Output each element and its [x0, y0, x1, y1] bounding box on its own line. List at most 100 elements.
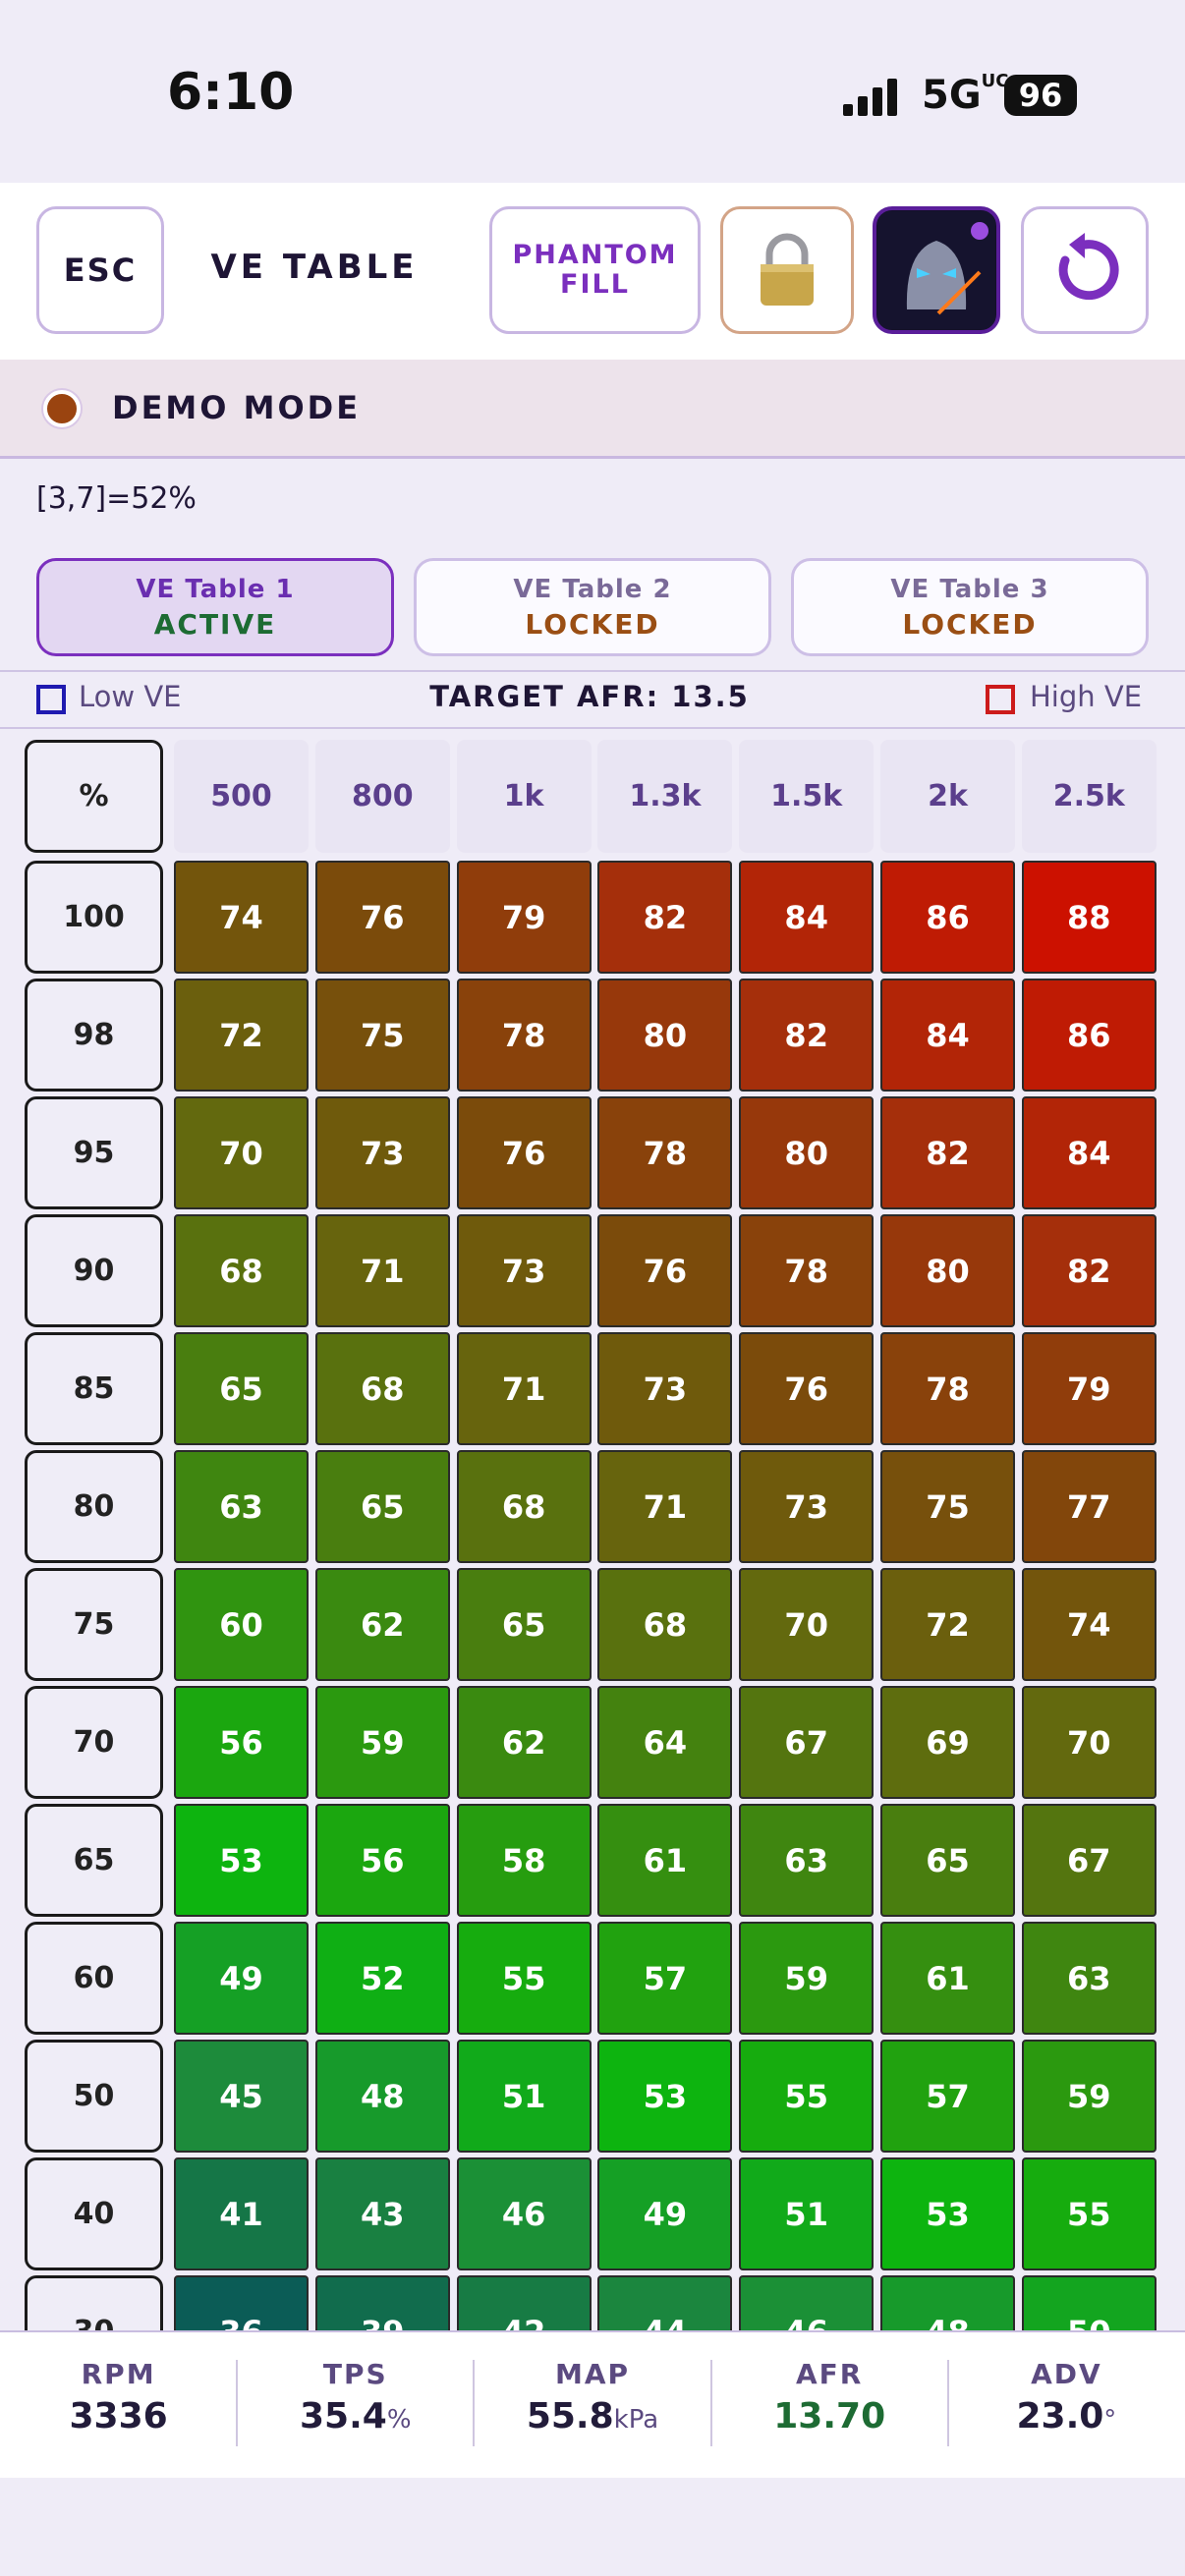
ve-cell[interactable]: 59	[739, 1922, 875, 2035]
ve-cell[interactable]: 82	[597, 861, 733, 974]
ve-cell[interactable]: 43	[314, 2157, 450, 2270]
refresh-button[interactable]	[1021, 206, 1149, 334]
ve-cell[interactable]: 76	[597, 1214, 733, 1327]
ve-cell[interactable]: 55	[739, 2040, 875, 2153]
ve-cell[interactable]: 78	[597, 1096, 733, 1209]
ve-cell[interactable]: 72	[880, 1568, 1015, 1681]
ve-cell[interactable]: 71	[597, 1450, 733, 1563]
ve-cell[interactable]: 48	[880, 2275, 1015, 2330]
ve-cell[interactable]: 79	[1021, 1332, 1157, 1445]
ve-cell[interactable]: 52	[314, 1922, 450, 2035]
ve-cell[interactable]: 48	[314, 2040, 450, 2153]
ve-cell[interactable]: 75	[314, 979, 450, 1092]
ve-cell[interactable]: 45	[174, 2040, 309, 2153]
ve-cell[interactable]: 78	[739, 1214, 875, 1327]
ve-cell[interactable]: 75	[880, 1450, 1015, 1563]
ve-cell[interactable]: 41	[174, 2157, 309, 2270]
esc-button[interactable]: ESC	[36, 206, 164, 334]
ve-cell[interactable]: 62	[314, 1568, 450, 1681]
ve-cell[interactable]: 61	[880, 1922, 1015, 2035]
ve-cell[interactable]: 84	[1021, 1096, 1157, 1209]
ve-cell[interactable]: 69	[880, 1686, 1015, 1799]
ve-cell[interactable]: 84	[739, 861, 875, 974]
lock-button[interactable]	[720, 206, 854, 334]
ve-cell[interactable]: 70	[739, 1568, 875, 1681]
ve-cell[interactable]: 50	[1021, 2275, 1157, 2330]
table-tab[interactable]: VE Table 3 LOCKED	[791, 558, 1149, 656]
ve-cell[interactable]: 51	[456, 2040, 592, 2153]
ve-cell[interactable]: 44	[597, 2275, 733, 2330]
ve-cell[interactable]: 86	[1021, 979, 1157, 1092]
table-tab[interactable]: VE Table 1 ACTIVE	[36, 558, 394, 656]
ve-cell[interactable]: 84	[880, 979, 1015, 1092]
ve-cell[interactable]: 63	[174, 1450, 309, 1563]
ve-cell[interactable]: 57	[880, 2040, 1015, 2153]
ve-cell[interactable]: 82	[739, 979, 875, 1092]
ve-cell[interactable]: 62	[456, 1686, 592, 1799]
ve-cell[interactable]: 55	[456, 1922, 592, 2035]
ve-cell[interactable]: 79	[456, 861, 592, 974]
ve-cell[interactable]: 86	[880, 861, 1015, 974]
ve-cell[interactable]: 65	[174, 1332, 309, 1445]
ve-cell[interactable]: 76	[314, 861, 450, 974]
ve-cell[interactable]: 80	[739, 1096, 875, 1209]
ve-cell[interactable]: 61	[597, 1804, 733, 1917]
ve-cell[interactable]: 78	[880, 1332, 1015, 1445]
ve-cell[interactable]: 63	[739, 1804, 875, 1917]
ve-cell[interactable]: 51	[739, 2157, 875, 2270]
ve-cell[interactable]: 80	[880, 1214, 1015, 1327]
ve-cell[interactable]: 59	[314, 1686, 450, 1799]
ve-cell[interactable]: 76	[739, 1332, 875, 1445]
avatar-button[interactable]	[873, 206, 1000, 334]
ve-cell[interactable]: 73	[739, 1450, 875, 1563]
phantom-fill-button[interactable]: PHANTOM FILL	[489, 206, 701, 334]
ve-cell[interactable]: 46	[739, 2275, 875, 2330]
ve-cell[interactable]: 56	[314, 1804, 450, 1917]
ve-cell[interactable]: 76	[456, 1096, 592, 1209]
ve-cell[interactable]: 53	[174, 1804, 309, 1917]
ve-cell[interactable]: 49	[174, 1922, 309, 2035]
ve-cell[interactable]: 73	[314, 1096, 450, 1209]
ve-cell[interactable]: 70	[174, 1096, 309, 1209]
ve-cell[interactable]: 78	[456, 979, 592, 1092]
ve-cell[interactable]: 74	[1021, 1568, 1157, 1681]
table-tab[interactable]: VE Table 2 LOCKED	[414, 558, 771, 656]
ve-cell[interactable]: 58	[456, 1804, 592, 1917]
ve-cell[interactable]: 53	[597, 2040, 733, 2153]
ve-cell[interactable]: 65	[456, 1568, 592, 1681]
ve-cell[interactable]: 72	[174, 979, 309, 1092]
ve-cell[interactable]: 65	[314, 1450, 450, 1563]
ve-cell[interactable]: 73	[597, 1332, 733, 1445]
ve-cell[interactable]: 39	[314, 2275, 450, 2330]
ve-cell[interactable]: 77	[1021, 1450, 1157, 1563]
ve-cell[interactable]: 80	[597, 979, 733, 1092]
ve-cell[interactable]: 71	[314, 1214, 450, 1327]
ve-cell[interactable]: 49	[597, 2157, 733, 2270]
ve-cell[interactable]: 64	[597, 1686, 733, 1799]
ve-cell[interactable]: 82	[1021, 1214, 1157, 1327]
ve-cell[interactable]: 67	[1021, 1804, 1157, 1917]
ve-cell[interactable]: 65	[880, 1804, 1015, 1917]
ve-cell[interactable]: 74	[174, 861, 309, 974]
ve-cell[interactable]: 68	[174, 1214, 309, 1327]
ve-cell[interactable]: 68	[456, 1450, 592, 1563]
ve-cell[interactable]: 55	[1021, 2157, 1157, 2270]
ve-cell[interactable]: 88	[1021, 861, 1157, 974]
ve-cell[interactable]: 57	[597, 1922, 733, 2035]
ve-cell[interactable]: 42	[456, 2275, 592, 2330]
ve-cell[interactable]: 82	[880, 1096, 1015, 1209]
column-header: 500	[174, 740, 309, 853]
ve-cell[interactable]: 70	[1021, 1686, 1157, 1799]
ve-cell[interactable]: 53	[880, 2157, 1015, 2270]
ve-cell[interactable]: 68	[314, 1332, 450, 1445]
ve-cell[interactable]: 73	[456, 1214, 592, 1327]
ve-cell[interactable]: 68	[597, 1568, 733, 1681]
ve-cell[interactable]: 56	[174, 1686, 309, 1799]
ve-cell[interactable]: 60	[174, 1568, 309, 1681]
ve-cell[interactable]: 67	[739, 1686, 875, 1799]
ve-cell[interactable]: 36	[174, 2275, 309, 2330]
ve-cell[interactable]: 63	[1021, 1922, 1157, 2035]
ve-cell[interactable]: 71	[456, 1332, 592, 1445]
ve-cell[interactable]: 59	[1021, 2040, 1157, 2153]
ve-cell[interactable]: 46	[456, 2157, 592, 2270]
